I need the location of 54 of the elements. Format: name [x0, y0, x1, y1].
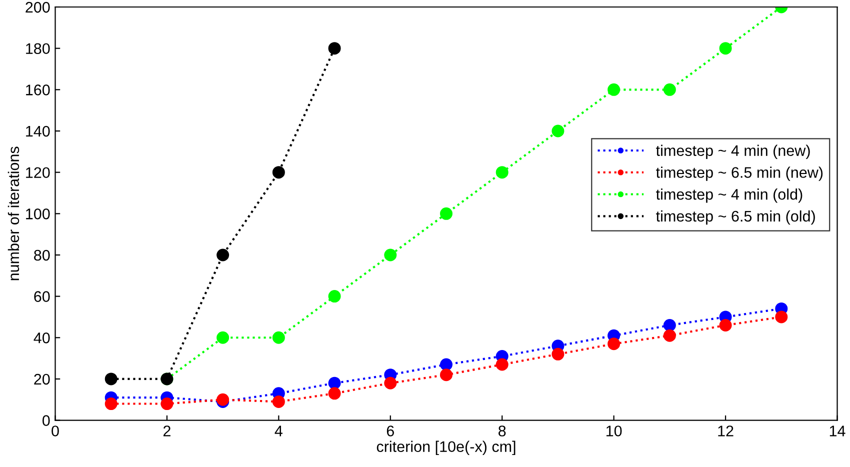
x-tick-label: 4 — [274, 426, 282, 436]
x-tick-label: 14 — [830, 426, 846, 436]
point — [608, 338, 620, 350]
legend-label: timestep ~ 6.5 min (new) — [656, 166, 823, 181]
point — [719, 318, 732, 332]
point — [272, 331, 285, 344]
point — [216, 331, 230, 344]
point — [104, 372, 118, 386]
point — [272, 395, 285, 408]
point — [384, 376, 397, 390]
point — [440, 207, 452, 220]
point — [663, 318, 676, 332]
x-tick-label: 12 — [718, 426, 734, 436]
point — [496, 358, 508, 371]
point — [663, 329, 676, 342]
point — [719, 42, 732, 55]
x-axis-title: criterion [10e(-x) cm] — [376, 440, 516, 456]
point — [328, 376, 341, 390]
y-tick-label: 100 — [26, 208, 50, 220]
point — [328, 387, 341, 400]
x-tick-label: 8 — [498, 426, 506, 436]
y-axis-title: number of iterations — [8, 146, 20, 280]
point — [608, 83, 620, 96]
y-tick-label: 180 — [26, 43, 50, 54]
point — [216, 248, 230, 262]
point — [552, 348, 564, 360]
point — [775, 310, 788, 324]
x-tick-label: 2 — [163, 426, 170, 436]
point — [552, 124, 564, 138]
y-tick-label: 40 — [34, 332, 50, 344]
point — [104, 398, 118, 410]
y-tick-label: 80 — [34, 250, 50, 261]
legend-label: timestep ~ 4 min (old) — [656, 188, 802, 203]
point — [440, 358, 452, 371]
y-tick-label: 60 — [34, 291, 50, 302]
point — [272, 166, 285, 179]
y-tick-label: 140 — [26, 126, 50, 137]
legend-label: timestep ~ 4 min (new) — [656, 144, 810, 160]
y-tick-label: 120 — [26, 167, 50, 178]
point — [160, 398, 174, 410]
y-tick-label: 20 — [34, 374, 50, 385]
x-tick-label: 6 — [386, 426, 394, 436]
point — [496, 166, 508, 179]
point — [384, 248, 397, 262]
x-tick-label: 10 — [606, 426, 622, 436]
y-tick-label: 200 — [26, 2, 50, 13]
point — [440, 368, 452, 382]
point — [328, 42, 341, 55]
legend-label: timestep ~ 6.5 min (old) — [656, 210, 815, 225]
y-tick-label: 160 — [26, 84, 50, 96]
point — [663, 83, 676, 96]
point — [328, 290, 341, 303]
y-tick-label: 0 — [42, 415, 50, 426]
x-tick-label: 0 — [52, 426, 59, 436]
